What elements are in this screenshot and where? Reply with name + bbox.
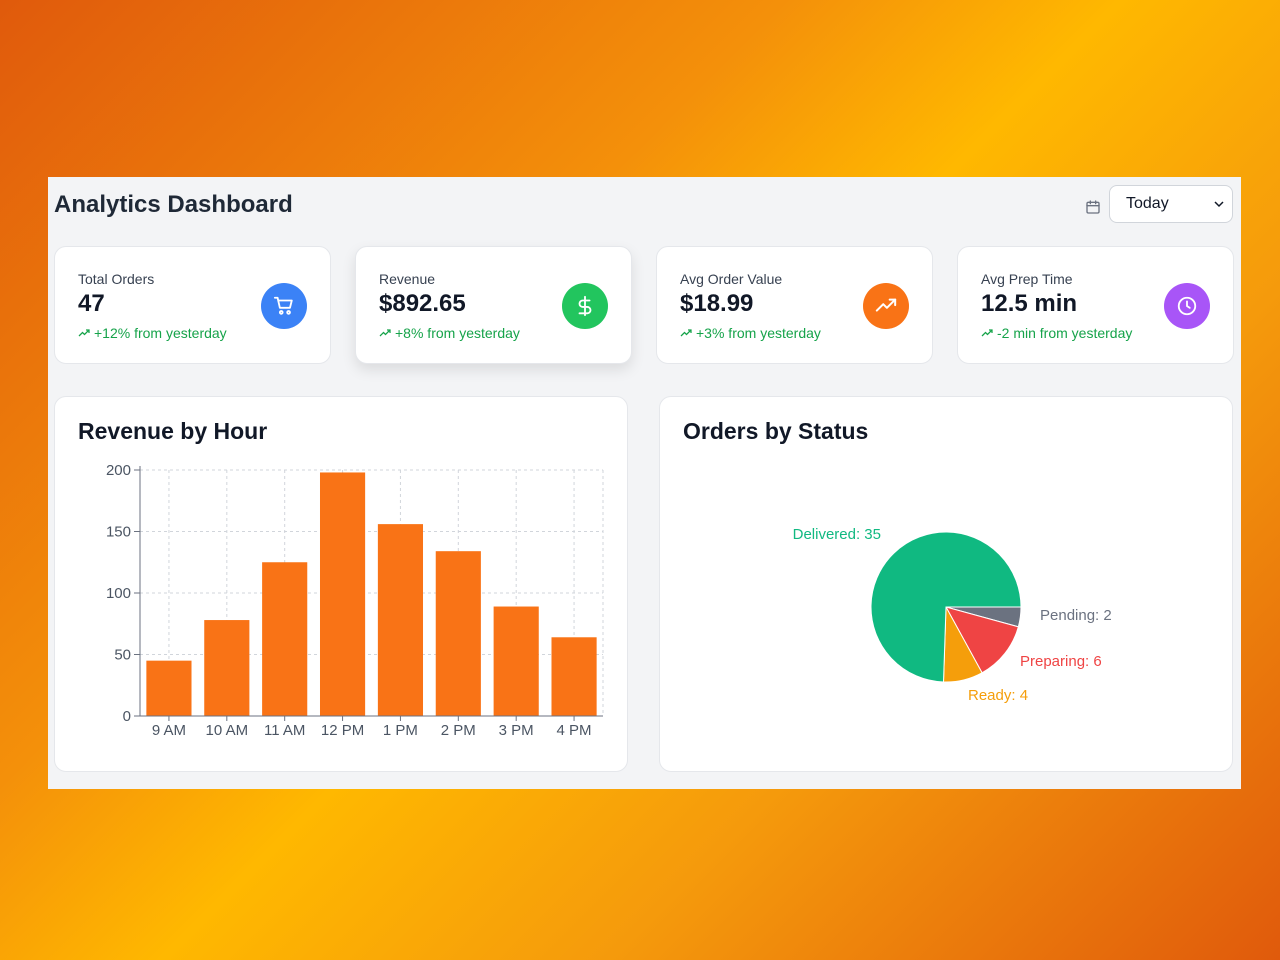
revenue-bar-chart: 0 50 100 150 200 9 AM 10 AM 11 AM 12 PM 1 PM 2 PM 3… — [106, 462, 604, 739]
header: Analytics Dashboard Today — [54, 185, 1233, 227]
pie-slice-delivered — [870, 531, 1022, 683]
page-title: Analytics Dashboard — [54, 191, 293, 218]
y-tick-label: 50 — [114, 647, 131, 664]
bar-3-pm — [493, 606, 539, 716]
pie-label-delivered: Delivered: 35 — [793, 526, 881, 543]
trend-up-icon — [379, 329, 391, 337]
dashboard-panel: Analytics Dashboard Today Total Orders 4… — [48, 177, 1241, 789]
pie-label-ready: Ready: 4 — [968, 687, 1028, 704]
stat-change-text: +3% from yesterday — [696, 325, 821, 341]
trending-up-icon — [863, 283, 909, 329]
stat-label: Avg Prep Time — [981, 271, 1073, 287]
stat-label: Avg Order Value — [680, 271, 783, 287]
x-tick-label: 1 PM — [383, 722, 418, 739]
stat-change-text: -2 min from yesterday — [997, 325, 1133, 341]
y-tick-label: 100 — [106, 585, 131, 602]
status-chart-title: Orders by Status — [683, 418, 869, 444]
stat-label: Total Orders — [78, 271, 155, 287]
pie-slice-preparing — [944, 606, 1019, 674]
dollar-icon — [562, 283, 608, 329]
trend-up-icon — [78, 329, 90, 337]
x-tick-label: 10 AM — [206, 722, 249, 739]
stat-card-total-orders: Total Orders 47 +12% from yesterday — [54, 246, 331, 364]
y-tick-label: 200 — [106, 462, 131, 479]
x-tick-label: 12 PM — [321, 722, 364, 739]
date-filter-value: Today — [1126, 195, 1169, 212]
x-tick-label: 9 AM — [152, 722, 186, 739]
stat-value: 47 — [78, 290, 105, 317]
cart-icon — [261, 283, 307, 329]
stat-value: $18.99 — [680, 290, 754, 317]
stat-change: +3% from yesterday — [680, 325, 821, 341]
clock-icon — [1164, 283, 1210, 329]
pie-label-pending: Pending: 2 — [1040, 607, 1112, 624]
y-tick-label: 0 — [123, 708, 131, 725]
status-chart-card: Orders by Status Delivered: 35 Pending: 2… — [659, 396, 1233, 772]
stat-change-text: +12% from yesterday — [94, 325, 227, 341]
bar-1-pm — [377, 524, 424, 716]
status-pie-chart: Delivered: 35 Pending: 2 Preparing: 6 Ready… — [793, 526, 1112, 704]
bar-4-pm — [551, 637, 597, 716]
stat-label: Revenue — [379, 271, 436, 287]
date-filter-select[interactable]: Today — [1109, 185, 1233, 223]
stat-value: 12.5 min — [981, 290, 1078, 317]
stat-change: -2 min from yesterday — [981, 325, 1132, 341]
stat-value: $892.65 — [379, 290, 466, 317]
pie-label-preparing: Preparing: 6 — [1020, 653, 1102, 670]
bar-11-am — [262, 562, 308, 716]
y-tick-label: 150 — [106, 524, 131, 541]
calendar-icon — [1086, 200, 1100, 214]
bar-12-pm — [319, 472, 366, 716]
stat-change: +12% from yesterday — [78, 325, 227, 341]
stat-change: +8% from yesterday — [379, 325, 520, 341]
x-tick-label: 4 PM — [557, 722, 592, 739]
x-tick-label: 2 PM — [441, 722, 476, 739]
bar-10-am — [204, 620, 250, 716]
stat-card-avg-prep-time: Avg Prep Time 12.5 min -2 min from yeste… — [957, 246, 1234, 364]
chevron-down-icon — [1214, 201, 1224, 208]
trend-up-icon — [680, 329, 692, 337]
stat-change-text: +8% from yesterday — [395, 325, 520, 341]
revenue-chart-title: Revenue by Hour — [78, 418, 268, 444]
x-tick-label: 3 PM — [499, 722, 534, 739]
bar-2-pm — [435, 551, 481, 716]
x-tick-label: 11 AM — [264, 722, 305, 739]
stat-card-avg-order-value: Avg Order Value $18.99 +3% from yesterda… — [656, 246, 933, 364]
bar-9-am — [146, 660, 192, 716]
revenue-chart-card: Revenue by Hour 0 50 100 150 200 9 AM 10 AM 11 … — [54, 396, 628, 772]
stat-card-revenue: Revenue $892.65 +8% from yesterday — [355, 246, 632, 364]
trend-up-icon — [981, 329, 993, 337]
